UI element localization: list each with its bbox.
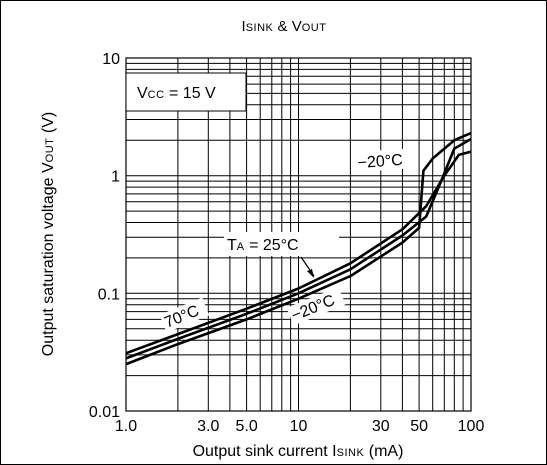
series-line-2 xyxy=(125,131,472,366)
ta-arrow-head xyxy=(307,269,314,278)
series-line-0 xyxy=(125,150,472,355)
x-tick-label: 100 xyxy=(458,418,485,435)
y-tick-label: 10 xyxy=(102,51,120,68)
plot-area xyxy=(125,57,472,412)
label-minus20-high: −20°C xyxy=(354,148,414,173)
series-line-1 xyxy=(125,137,472,360)
y-axis-title: Output saturation voltage VOUT (V) xyxy=(40,112,57,356)
label-ta-25-text: TA = 25°C xyxy=(227,237,299,254)
x-tick-label: 1.0 xyxy=(115,418,137,435)
x-tick-label: 3.0 xyxy=(197,418,219,435)
x-axis-title: Output sink current ISINK (mA) xyxy=(193,443,404,460)
y-tick-label: 0.1 xyxy=(98,286,120,303)
label-minus20-high-text: −20°C xyxy=(357,152,403,172)
vcc-label-box xyxy=(125,72,247,112)
y-tick-label: 1 xyxy=(111,169,120,186)
series-lines xyxy=(125,131,472,366)
label-ta-25: TA = 25°C xyxy=(224,232,339,256)
x-tick-label: 10 xyxy=(290,418,308,435)
x-tick-label: 30 xyxy=(372,418,390,435)
axis-ticks: 1.0 3.0 5.0 10 30 50 100 10 1 0.1 0.01 xyxy=(89,51,485,435)
label-70: 70°C xyxy=(159,297,210,333)
y-tick-label: 0.01 xyxy=(89,404,120,421)
x-tick-label: 50 xyxy=(410,418,428,435)
chart-title: ISINK & VOUT xyxy=(242,18,327,35)
vcc-label: VCC = 15 V xyxy=(137,85,216,102)
x-tick-label: 5.0 xyxy=(235,418,257,435)
